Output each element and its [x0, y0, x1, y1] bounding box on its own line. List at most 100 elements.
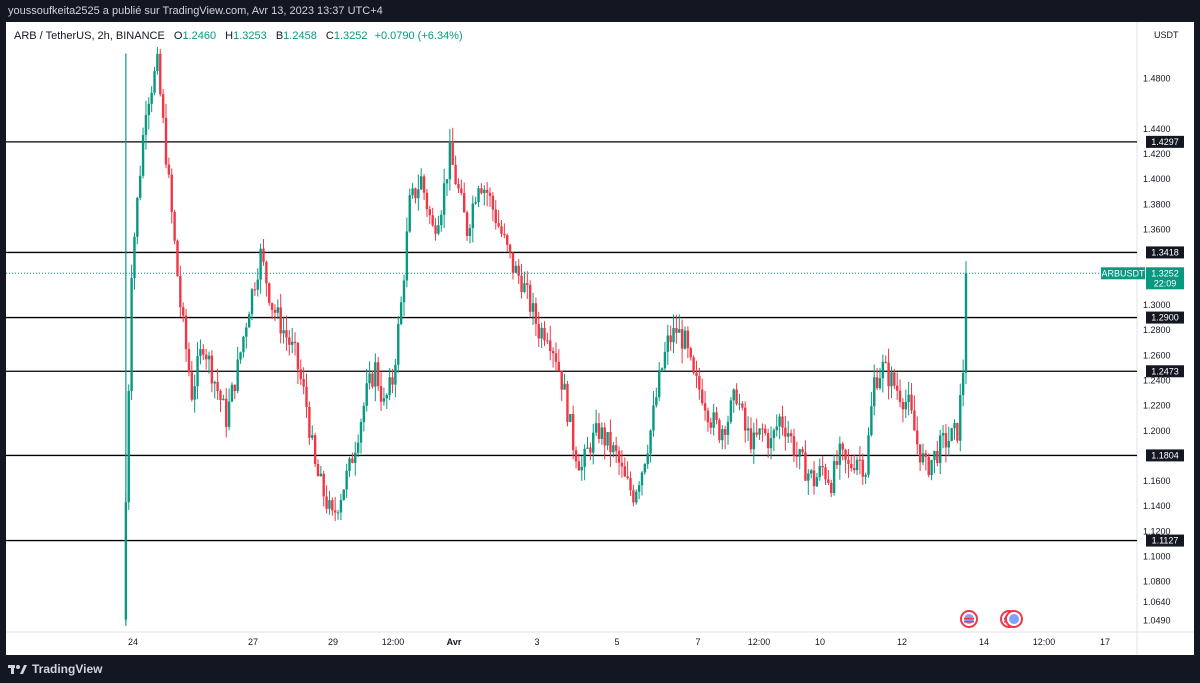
candle-body: [465, 212, 469, 236]
candle-body: [440, 214, 443, 226]
low-value: 1.2458: [283, 30, 317, 42]
candle-body: [683, 330, 687, 349]
candle-body: [589, 447, 592, 453]
currency-label[interactable]: USDT: [1154, 30, 1179, 40]
candle-body: [818, 465, 821, 478]
level-price-label: 1.3418: [1151, 247, 1179, 257]
candle-body: [821, 465, 824, 468]
candle-body: [738, 403, 741, 405]
candle-body: [382, 398, 386, 402]
candle-body: [368, 373, 371, 384]
candle-body: [494, 209, 497, 224]
candle-body: [764, 428, 767, 434]
candle-body: [632, 490, 635, 503]
candle-body: [336, 512, 340, 514]
time-tick-label: 27: [248, 637, 258, 647]
price-tick-label: 1.2400: [1143, 375, 1171, 385]
candle-body: [468, 228, 472, 236]
candle-body: [239, 352, 242, 360]
candle-body: [394, 364, 397, 385]
candle-body: [199, 349, 202, 357]
symbol-title[interactable]: ARB / TetherUS, 2h, BINANCE: [14, 30, 165, 42]
candle-body: [953, 422, 956, 429]
candle-body: [242, 336, 245, 353]
candle-body: [686, 330, 690, 349]
publisher-line: youssoufkeita2525 a publié sur TradingVi…: [8, 5, 383, 17]
tradingview-logo[interactable]: TradingView: [8, 662, 102, 676]
candle-body: [933, 450, 936, 460]
candle-body: [884, 361, 887, 363]
event-flag-icon[interactable]: [960, 610, 978, 628]
candle-body: [503, 233, 506, 236]
candle-body: [852, 468, 856, 471]
event-flag-icon[interactable]: [1005, 610, 1023, 628]
candle-body: [434, 225, 437, 234]
candle-body: [463, 193, 466, 213]
candle-body: [551, 351, 555, 354]
candle-body: [678, 329, 681, 333]
candle-body: [376, 362, 380, 387]
price-tick-label: 1.3800: [1143, 199, 1171, 209]
candle-body: [959, 395, 962, 441]
candle-body: [276, 307, 280, 313]
candle-body: [867, 435, 870, 475]
publication-header: youssoufkeita2525 a publié sur TradingVi…: [0, 0, 1200, 22]
price-tick-label: 1.4200: [1143, 149, 1171, 159]
candle-body: [835, 461, 839, 465]
candle-body: [293, 341, 297, 343]
candle-body: [325, 496, 328, 509]
candle-body: [508, 244, 512, 253]
candle-body: [861, 459, 864, 477]
candle-body: [153, 71, 156, 93]
candle-body: [245, 327, 248, 337]
price-tick-label: 1.1600: [1143, 476, 1171, 486]
time-tick-label: 17: [1100, 637, 1110, 647]
candle-body: [460, 188, 463, 194]
candle-body: [167, 164, 171, 175]
candle-body: [758, 428, 761, 435]
candle-body: [305, 386, 308, 408]
candle-body: [273, 309, 277, 313]
candle-body: [775, 426, 778, 431]
candle-body: [414, 188, 417, 199]
candle-body: [927, 456, 930, 476]
candle-body: [371, 373, 374, 387]
candle-body: [554, 353, 558, 362]
footer-bar: TradingView: [0, 655, 1200, 683]
candle-body: [133, 236, 136, 278]
candle-body: [680, 329, 684, 349]
candle-body: [431, 215, 434, 226]
level-price-tag: [1146, 135, 1184, 148]
candle-body: [930, 459, 933, 476]
candle-body: [761, 428, 764, 430]
candle-body: [161, 94, 165, 118]
candle-body: [795, 455, 799, 457]
candle-body: [213, 381, 216, 384]
ohlc-legend: ARB / TetherUS, 2h, BINANCE O1.2460 H1.3…: [14, 30, 463, 42]
candle-body: [156, 53, 159, 72]
candle-body: [549, 340, 552, 352]
price-tick-label: 1.0490: [1143, 616, 1171, 626]
candle-body: [847, 459, 850, 464]
open-label: O: [173, 30, 183, 42]
candle-body: [141, 134, 145, 176]
candle-body: [187, 349, 191, 373]
price-chart[interactable]: 1.4800 1.4400 1.4200 1.4000 1.3800 1.3600 1.30…: [6, 22, 1194, 655]
candle-body: [405, 231, 409, 281]
time-tick-label: 7: [695, 637, 700, 647]
candle-body: [850, 463, 853, 469]
chart-frame[interactable]: 1.4800 1.4400 1.4200 1.4000 1.3800 1.3600 1.30…: [6, 22, 1194, 655]
candle-body: [454, 164, 457, 185]
candle-body: [210, 355, 214, 384]
candle-body: [511, 252, 515, 273]
level-price-tag: [1146, 534, 1184, 547]
symbol-tag-label: ARBUSDT: [1101, 268, 1145, 278]
candle-body: [250, 289, 254, 315]
price-tick-label: 1.2800: [1143, 325, 1171, 335]
price-tick-label: 1.0800: [1143, 577, 1171, 587]
candle-body: [878, 378, 882, 389]
candle-body: [285, 330, 288, 338]
candle-body: [333, 510, 337, 513]
candle-body: [646, 453, 649, 465]
candle-body: [798, 449, 801, 457]
